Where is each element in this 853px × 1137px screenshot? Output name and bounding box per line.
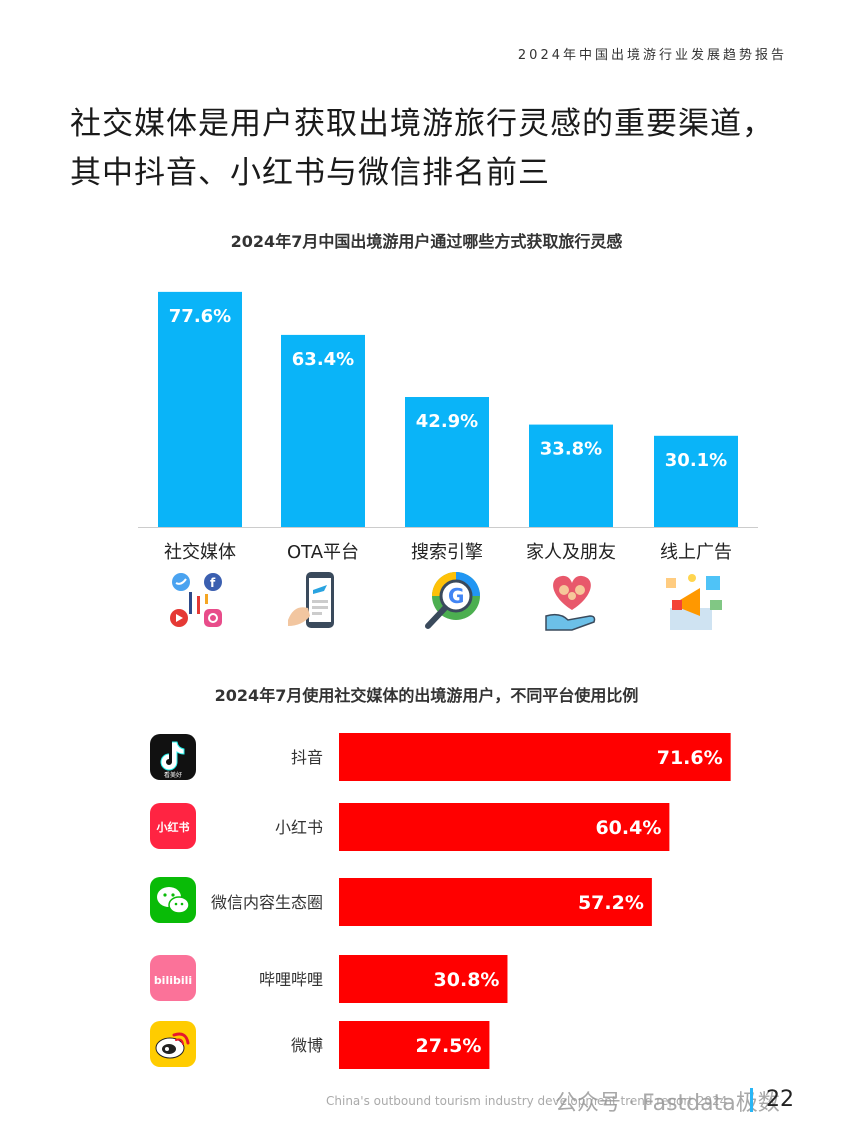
platform-label: 微博 <box>291 1036 323 1055</box>
hbar-1 <box>339 733 731 781</box>
bar-5 <box>654 435 738 527</box>
footer-text: China's outbound tourism industry develo… <box>326 1094 728 1108</box>
bar-4 <box>529 424 613 527</box>
svg-text:G: G <box>448 584 464 608</box>
page-headline: 社交媒体是用户获取出境游旅行灵感的重要渠道， 其中抖音、小红书与微信排名前三 <box>70 100 810 198</box>
category-label: 搜索引擎 <box>411 542 483 563</box>
category-label: OTA平台 <box>287 542 359 563</box>
hbar-4 <box>339 955 508 1003</box>
category-label: 社交媒体 <box>164 542 236 563</box>
category-label: 家人及朋友 <box>526 542 616 563</box>
bilibili-icon: bilibili <box>150 955 196 1001</box>
hbar-value-label: 71.6% <box>657 747 723 769</box>
bar-value-label: 42.9% <box>416 411 478 432</box>
bar-1 <box>158 291 242 527</box>
hbar-value-label: 30.8% <box>434 969 500 991</box>
chart1-baseline <box>138 527 758 528</box>
bar-value-label: 33.8% <box>540 439 602 460</box>
hbar-3 <box>339 878 652 926</box>
platform-label: 微信内容生态圈 <box>211 893 323 912</box>
google-search-icon: G <box>420 570 484 632</box>
bar-2 <box>281 334 365 527</box>
hbar-5 <box>339 1021 490 1069</box>
platform-label: 抖音 <box>291 748 323 767</box>
hbar-value-label: 60.4% <box>595 817 661 839</box>
bilibili-icon-text: bilibili <box>154 974 192 987</box>
hbar-value-label: 57.2% <box>578 892 644 914</box>
svg-text:f: f <box>210 576 216 590</box>
chart1-title: 2024年7月中国出境游用户通过哪些方式获取旅行灵感 <box>230 232 623 251</box>
wechat-icon <box>150 877 196 923</box>
platform-label: 哔哩哔哩 <box>259 970 323 989</box>
xiaohongshu-icon-text: 小红书 <box>156 820 190 834</box>
report-title: 2024年中国出境游行业发展趋势报告 <box>517 48 787 63</box>
hbar-value-label: 27.5% <box>416 1035 482 1057</box>
inspiration-sources-bar-chart: 77.6% 社交媒体 63.4% OTA平台 42.9% 搜索引擎 33.8% 家人及朋友 30… <box>158 291 738 563</box>
platform-label: 小红书 <box>275 818 323 837</box>
category-label: 线上广告 <box>660 542 732 563</box>
watermark: 公众号 · Fastdata极数 <box>555 1091 780 1116</box>
bar-value-label: 77.6% <box>169 306 231 327</box>
page-number: 22 <box>766 1087 794 1112</box>
weibo-icon <box>150 1021 196 1067</box>
page-number-bar <box>750 1088 753 1112</box>
bar-3 <box>405 397 489 527</box>
online-ads-icon <box>664 570 728 632</box>
bar-value-label: 30.1% <box>665 450 727 471</box>
chart2-title: 2024年7月使用社交媒体的出境游用户，不同平台使用比例 <box>214 686 639 705</box>
xiaohongshu-icon: 小红书 <box>150 803 196 849</box>
mobile-boarding-pass-icon <box>284 570 348 632</box>
douyin-icon: 看美好 <box>150 734 196 780</box>
platform-usage-bar-chart: 71.6% 抖音 60.4% 小红书 57.2% 微信内容生态圈 30.8% 哔哩哔哩 27.5… <box>211 733 731 1069</box>
douyin-icon-caption: 看美好 <box>164 771 182 779</box>
social-media-icon: f <box>167 570 231 632</box>
hbar-2 <box>339 803 670 851</box>
family-friends-icon <box>540 570 604 632</box>
headline-line-2: 其中抖音、小红书与微信排名前三 <box>70 155 550 191</box>
headline-line-1: 社交媒体是用户获取出境游旅行灵感的重要渠道， <box>70 106 774 142</box>
bar-value-label: 63.4% <box>292 349 354 370</box>
